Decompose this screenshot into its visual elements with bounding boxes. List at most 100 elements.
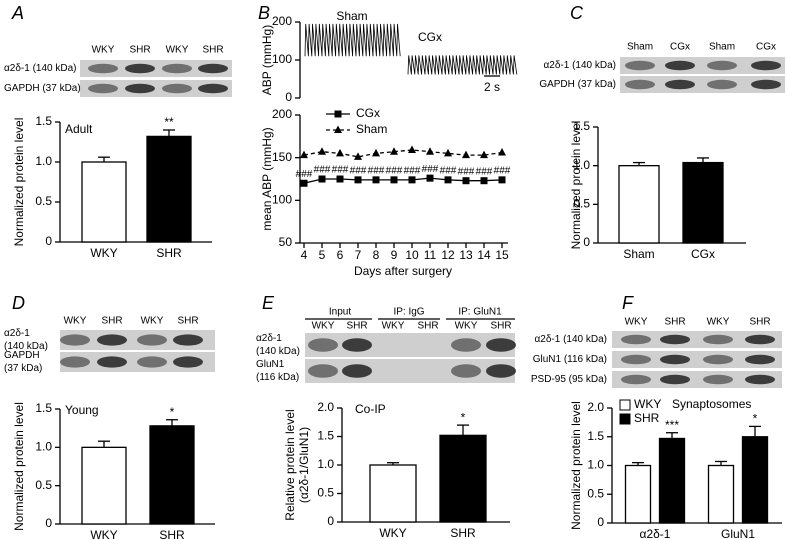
bar xyxy=(707,464,735,524)
bar xyxy=(682,161,724,244)
data-point xyxy=(300,179,308,187)
blot-group-label: IP: GluN1 xyxy=(458,307,502,318)
panel-letter: F xyxy=(622,293,634,313)
blot-band xyxy=(625,60,655,71)
y-tick-label: 50 xyxy=(279,235,293,249)
bar xyxy=(369,464,417,523)
significance: ### xyxy=(368,165,385,176)
panel-letter: C xyxy=(570,3,584,23)
blot-group-label: Input xyxy=(329,307,351,318)
blot-lane-label: SHR xyxy=(664,317,685,328)
blot-lane-label: WKY xyxy=(625,317,648,328)
y-tick-label: 100 xyxy=(272,193,292,207)
significance: ### xyxy=(422,164,439,175)
chart-title: Young xyxy=(65,403,99,417)
significance: ** xyxy=(164,115,174,129)
blot-band xyxy=(621,334,651,345)
blot-strip xyxy=(80,80,232,97)
blot-lane-label: WKY xyxy=(166,45,189,56)
significance: ### xyxy=(440,165,457,176)
x-tick-label: 12 xyxy=(441,248,455,262)
x-tick-label: SHR xyxy=(159,528,185,539)
data-point xyxy=(390,147,398,155)
data-point xyxy=(462,177,470,185)
data-point xyxy=(408,176,416,184)
significance: * xyxy=(461,410,466,424)
y-tick-label: 2.0 xyxy=(587,400,604,414)
blot-lane-label: WKY xyxy=(455,321,478,332)
blot-strip xyxy=(620,76,785,93)
blot-lane-label: CGx xyxy=(756,42,776,53)
significance: ### xyxy=(350,165,367,176)
blot-lane-label: SHR xyxy=(749,317,770,328)
blot-band xyxy=(342,364,372,378)
blot-lane-label: CGx xyxy=(670,42,690,53)
data-point xyxy=(426,174,434,182)
bar xyxy=(624,464,652,524)
legend-swatch xyxy=(619,413,631,425)
y-tick-label: 0 xyxy=(285,90,292,104)
x-axis-label: Days after surgery xyxy=(354,264,452,278)
data-point xyxy=(354,152,362,160)
blot-lane-label: SHR xyxy=(177,316,198,327)
significance: ### xyxy=(404,165,421,176)
y-tick-label: 1.0 xyxy=(587,458,604,472)
bar xyxy=(81,446,127,525)
x-tick-label: 10 xyxy=(405,248,419,262)
trace-label: CGx xyxy=(418,30,442,44)
x-tick-label: 4 xyxy=(301,248,308,262)
blot-strip xyxy=(612,351,782,368)
x-tick-label: SHR xyxy=(156,246,182,260)
blot-band xyxy=(342,338,372,352)
blot-band xyxy=(162,63,192,74)
x-tick-label: 6 xyxy=(337,248,344,262)
y-axis-label: Normalized protein level xyxy=(12,402,26,531)
y-tick-label: 1.5 xyxy=(587,429,604,443)
blot-lane-label: WKY xyxy=(382,321,405,332)
blot-band xyxy=(125,63,155,74)
significance: ### xyxy=(494,165,511,176)
y-tick-label: 1.5 xyxy=(573,119,590,133)
blot-row-label: GAPDH (37 kDa) xyxy=(539,79,616,90)
blot-row-label: GluN1 xyxy=(256,359,285,370)
blot-lane-label: Sham xyxy=(709,42,735,53)
blot-band xyxy=(137,356,167,368)
blot-band xyxy=(703,354,733,365)
y-tick-label: 0 xyxy=(45,516,52,530)
blot-band xyxy=(660,334,690,345)
data-point xyxy=(336,148,344,157)
data-point xyxy=(480,177,488,185)
blot-band xyxy=(88,63,118,74)
x-tick-label: 11 xyxy=(424,248,437,262)
blot-row-label: (116 kDa) xyxy=(256,372,299,383)
blot-band xyxy=(198,83,228,94)
y-axis-label: mean ABP (mmHg) xyxy=(260,127,274,230)
x-tick-label: Sham xyxy=(623,247,654,261)
blot-row-label: (140 kDa) xyxy=(4,341,48,352)
panel-letter: B xyxy=(258,3,270,23)
blot-band xyxy=(621,374,651,385)
y-axis-label: Normalized protein level xyxy=(569,401,583,530)
blot-band xyxy=(308,338,338,352)
blot-row-label: GluN1 (116 kDa) xyxy=(533,354,607,365)
chart-title: Co-IP xyxy=(355,402,386,416)
y-axis-label: Normalized protein level xyxy=(12,118,26,247)
data-point xyxy=(300,150,308,159)
blot-row-label: α2δ-1 xyxy=(4,328,30,339)
pressure-trace xyxy=(304,23,401,57)
data-point xyxy=(480,150,488,159)
blot-lane-label: SHR xyxy=(346,321,367,332)
blot-band xyxy=(125,83,155,94)
x-tick-label: 14 xyxy=(477,248,491,262)
blot-row-label: α2δ-1 xyxy=(256,333,282,344)
legend-marker xyxy=(334,110,342,118)
trace-label: Sham xyxy=(336,9,367,23)
chart-title: Adult xyxy=(65,122,93,136)
blot-band xyxy=(97,334,127,346)
x-tick-label: 8 xyxy=(373,248,380,262)
data-point xyxy=(408,145,416,153)
y-tick-label: 200 xyxy=(272,14,292,28)
legend-label: CGx xyxy=(356,106,380,120)
blot-lane-label: WKY xyxy=(141,316,164,327)
blot-lane-label: SHR xyxy=(202,45,223,56)
